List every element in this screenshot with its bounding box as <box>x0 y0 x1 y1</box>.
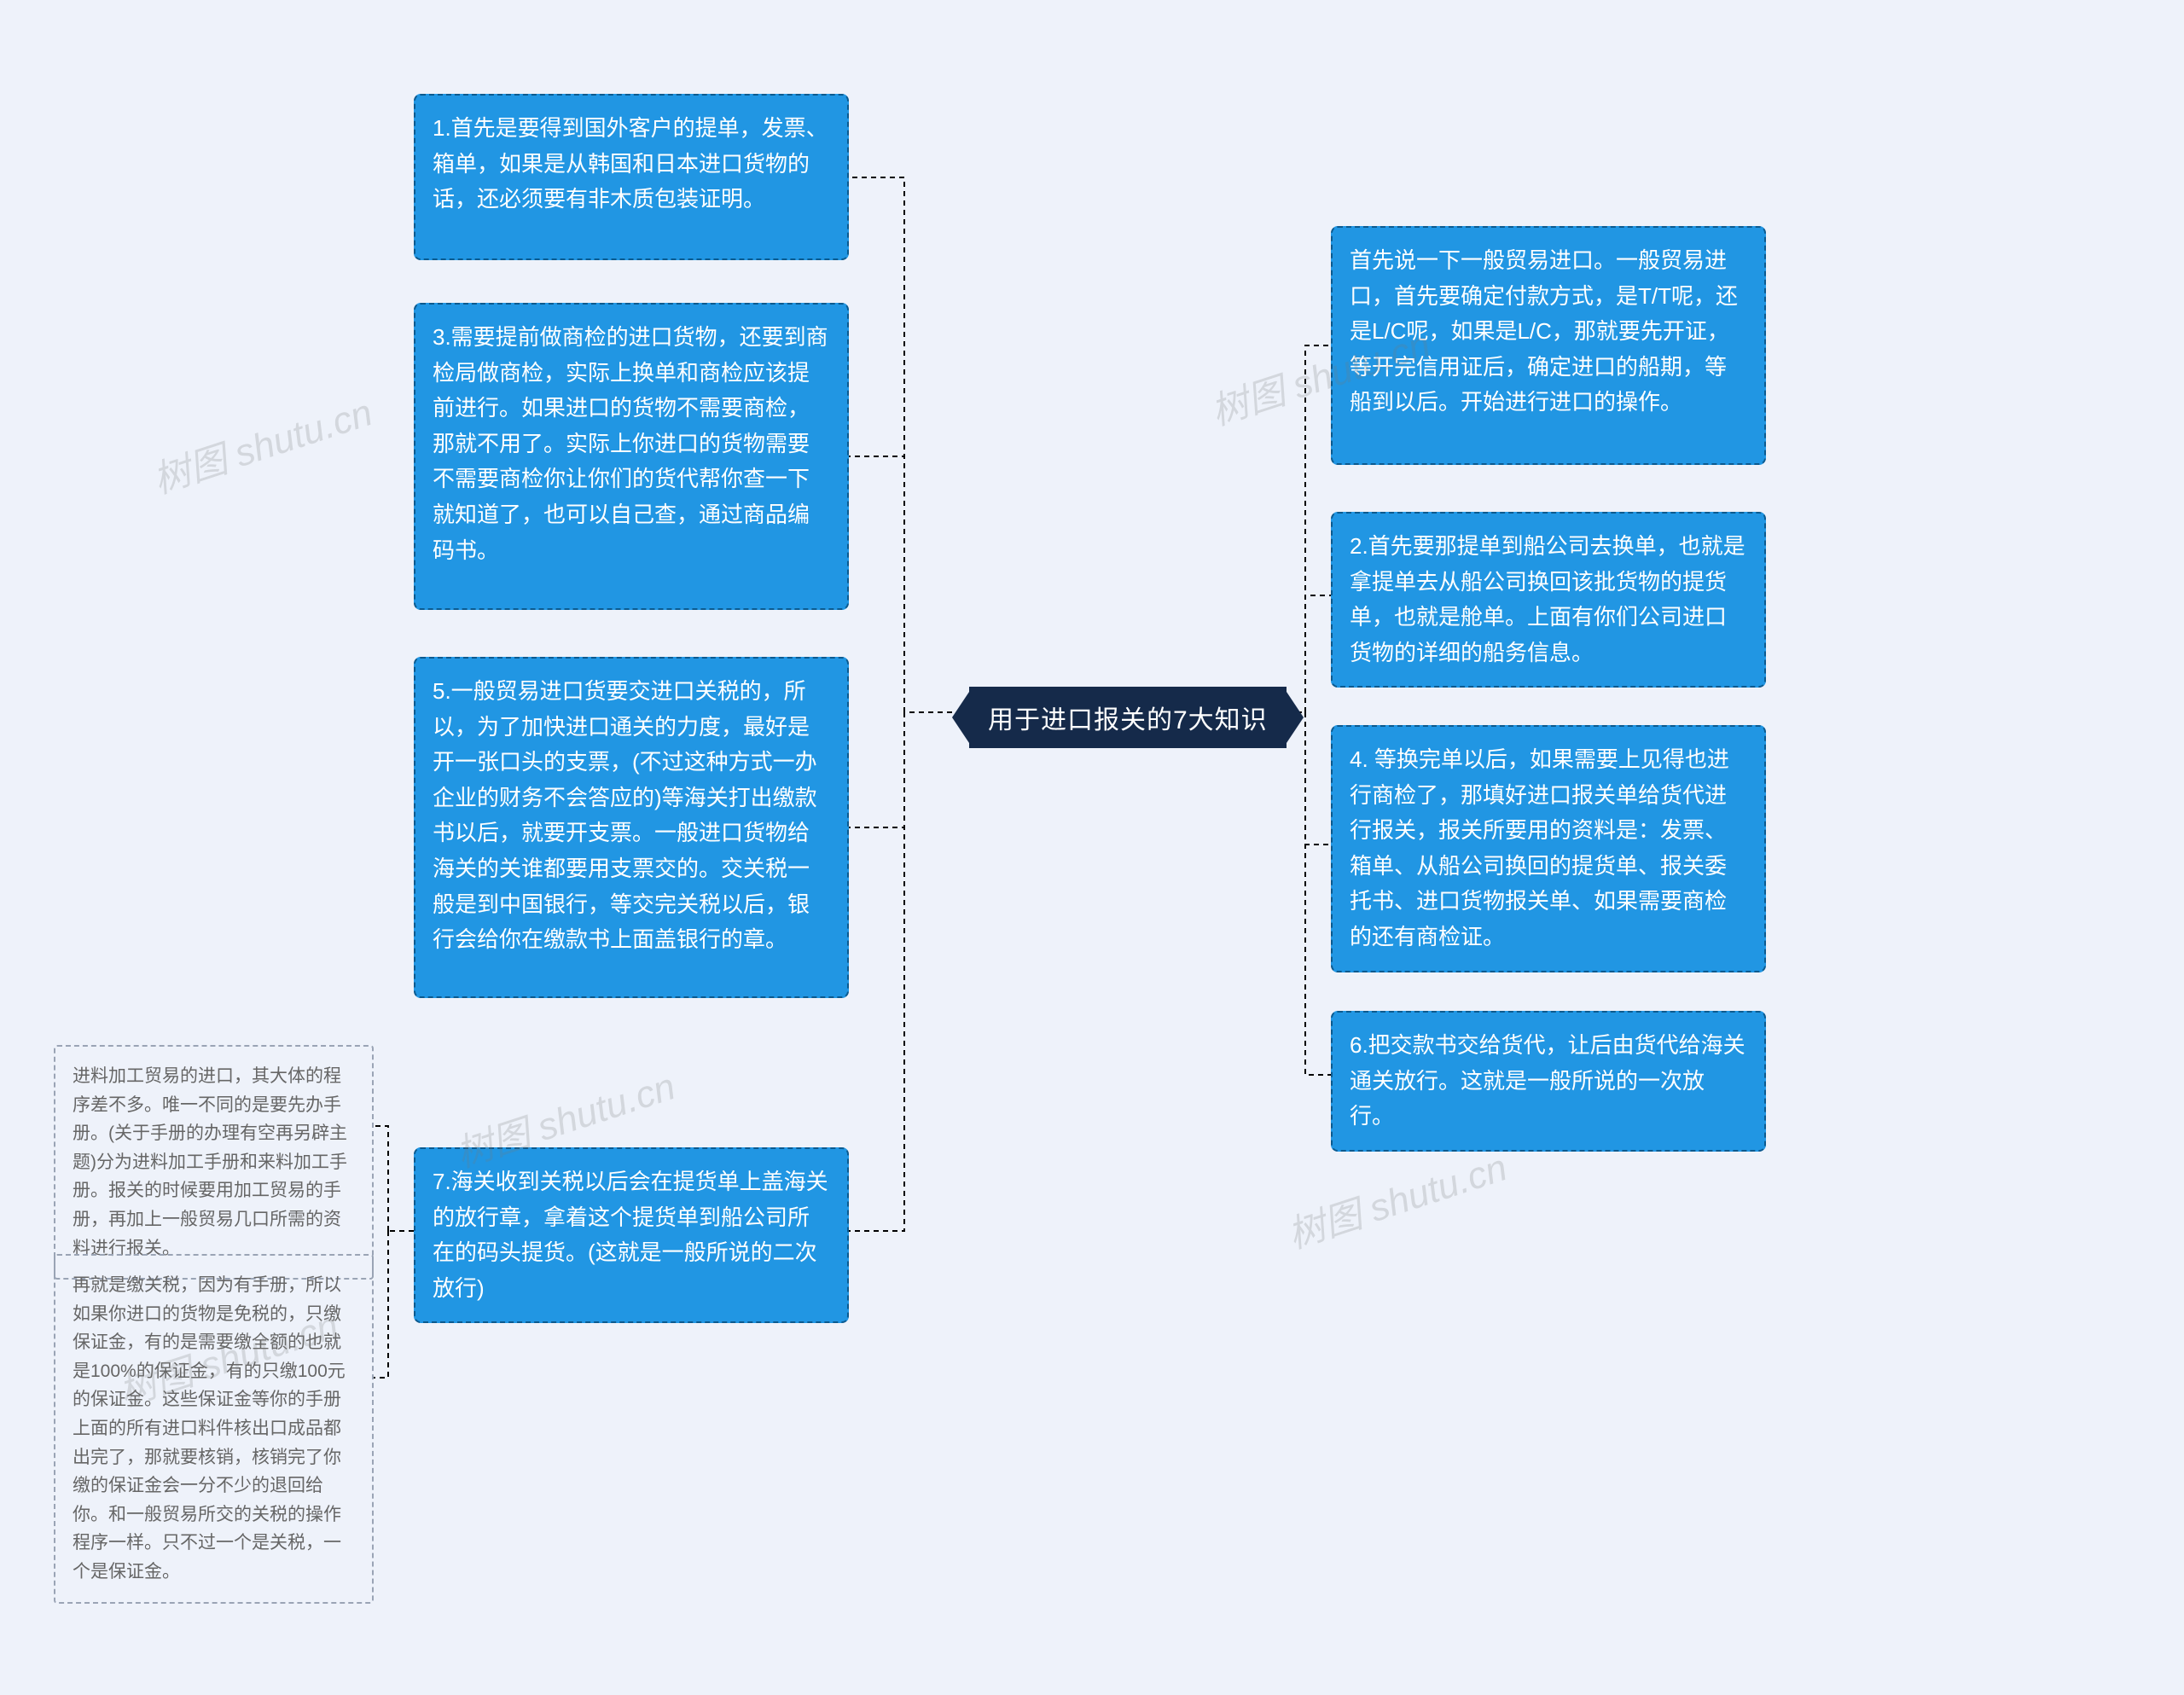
node-l5: 5.一般贸易进口货要交进口关税的，所以，为了加快进口通关的力度，最好是开一张口头… <box>414 657 849 998</box>
root-cap-left <box>952 692 969 743</box>
node-text: 3.需要提前做商检的进口货物，还要到商检局做商检，实际上换单和商检应该提前进行。… <box>433 324 828 563</box>
node-r6: 6.把交款书交给货代，让后由货代给海关通关放行。这就是一般所说的一次放行。 <box>1331 1011 1766 1152</box>
root-node: 用于进口报关的7大知识 <box>952 687 1304 748</box>
mindmap-canvas: 用于进口报关的7大知识 1.首先是要得到国外客户的提单，发票、箱单，如果是从韩国… <box>0 0 2184 1695</box>
node-l1: 1.首先是要得到国外客户的提单，发票、箱单，如果是从韩国和日本进口货物的话，还必… <box>414 94 849 260</box>
node-text: 1.首先是要得到国外客户的提单，发票、箱单，如果是从韩国和日本进口货物的话，还必… <box>433 115 828 212</box>
node-la: 进料加工贸易的进口，其大体的程序差不多。唯一不同的是要先办手册。(关于手册的办理… <box>54 1045 374 1280</box>
node-text: 4. 等换完单以后，如果需要上见得也进行商检了，那填好进口报关单给货代进行报关，… <box>1350 746 1729 949</box>
node-text: 进料加工贸易的进口，其大体的程序差不多。唯一不同的是要先办手册。(关于手册的办理… <box>73 1066 347 1258</box>
node-r4: 4. 等换完单以后，如果需要上见得也进行商检了，那填好进口报关单给货代进行报关，… <box>1331 725 1766 972</box>
node-text: 6.把交款书交给货代，让后由货代给海关通关放行。这就是一般所说的一次放行。 <box>1350 1032 1745 1129</box>
root-cap-right <box>1287 692 1304 743</box>
node-text: 7.海关收到关税以后会在提货单上盖海关的放行章，拿着这个提货单到船公司所在的码头… <box>433 1169 828 1301</box>
root-label: 用于进口报关的7大知识 <box>969 687 1287 748</box>
node-l7: 7.海关收到关税以后会在提货单上盖海关的放行章，拿着这个提货单到船公司所在的码头… <box>414 1147 849 1323</box>
node-r0: 首先说一下一般贸易进口。一般贸易进口，首先要确定付款方式，是T/T呢，还是L/C… <box>1331 226 1766 465</box>
node-text: 首先说一下一般贸易进口。一般贸易进口，首先要确定付款方式，是T/T呢，还是L/C… <box>1350 247 1738 415</box>
watermark: 树图 shutu.cn <box>1280 1137 1513 1259</box>
node-l3: 3.需要提前做商检的进口货物，还要到商检局做商检，实际上换单和商检应该提前进行。… <box>414 303 849 610</box>
watermark: 树图 shutu.cn <box>145 382 378 504</box>
node-lb: 再就是缴关税，因为有手册，所以如果你进口的货物是免税的，只缴保证金，有的是需要缴… <box>54 1254 374 1604</box>
node-text: 2.首先要那提单到船公司去换单，也就是拿提单去从船公司换回该批货物的提货单，也就… <box>1350 533 1745 665</box>
node-text: 再就是缴关税，因为有手册，所以如果你进口的货物是免税的，只缴保证金，有的是需要缴… <box>73 1275 346 1582</box>
node-text: 5.一般贸易进口货要交进口关税的，所以，为了加快进口通关的力度，最好是开一张口头… <box>433 678 817 952</box>
node-r2: 2.首先要那提单到船公司去换单，也就是拿提单去从船公司换回该批货物的提货单，也就… <box>1331 512 1766 688</box>
